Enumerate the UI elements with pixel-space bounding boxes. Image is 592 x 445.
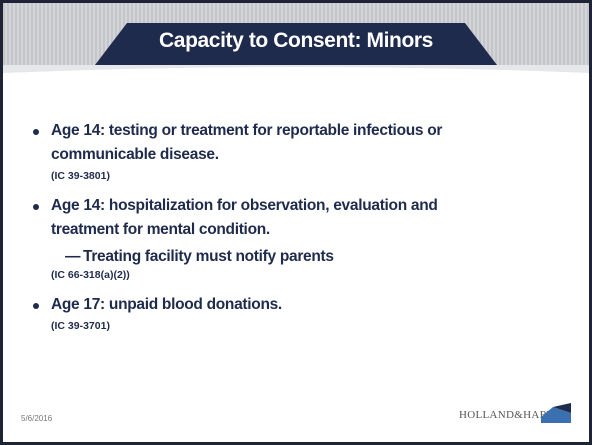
bullet-text: Age 14: testing or treatment for reporta… — [51, 122, 443, 139]
title-banner — [95, 23, 497, 65]
bullet-text: treatment for mental condition. — [51, 221, 270, 238]
bullet-dot — [33, 204, 39, 210]
sub-bullet-text: Treating facility must notify parents — [83, 248, 334, 265]
slide-title: Capacity to Consent: Minors — [159, 29, 433, 52]
header-curve — [3, 65, 589, 73]
citation: (IC 39-3701) — [51, 320, 110, 332]
logo-icon — [541, 403, 571, 423]
bullet-dot — [33, 303, 39, 309]
bullet-text: Age 14: hospitalization for observation,… — [51, 197, 438, 214]
footer-date: 5/6/2016 — [21, 414, 53, 423]
sub-dash: — — [65, 248, 81, 265]
citation: (IC 66-318(a)(2)) — [51, 269, 130, 281]
logo-text: HOLLAND&HART. — [459, 409, 556, 421]
bullet-text: Age 17: unpaid blood donations. — [51, 296, 282, 313]
bullet-dot — [33, 129, 39, 135]
bullet-text: communicable disease. — [51, 146, 219, 163]
citation: (IC 39-3801) — [51, 170, 110, 182]
header — [3, 3, 589, 73]
